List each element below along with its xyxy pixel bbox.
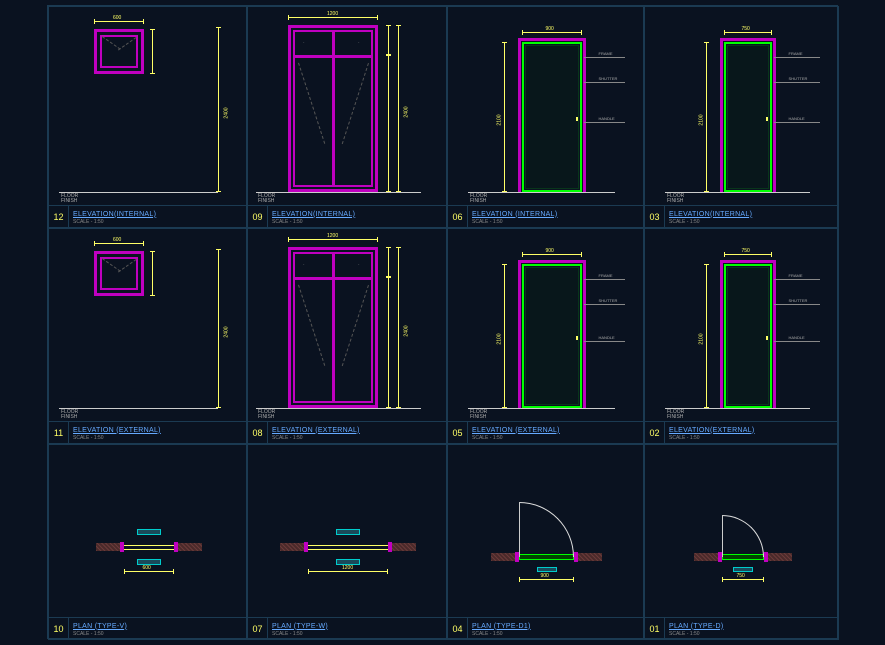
cell-number: 07 [248, 618, 268, 639]
cell-canvas: FLOORFINISH2400600 [49, 7, 246, 205]
cell-number-text: 11 [54, 428, 63, 438]
cell-number: 04 [448, 618, 468, 639]
cell-title: ELEVATION(INTERNAL) [73, 211, 242, 218]
cell-scale: SCALE - 1:50 [669, 631, 834, 637]
door-swing [519, 502, 574, 557]
cell-number: 08 [248, 422, 268, 443]
cell-title: ELEVATION (EXTERNAL) [272, 427, 442, 434]
cell-title: ELEVATION(EXTERNAL) [669, 427, 834, 434]
cell-number: 06 [448, 206, 468, 227]
cell-scale: SCALE - 1:50 [73, 631, 242, 637]
door-handle [576, 336, 578, 340]
cell-number-text: 03 [649, 212, 659, 222]
cell-number: 02 [645, 422, 665, 443]
cell-title: ELEVATION (EXTERNAL) [472, 427, 639, 434]
cell-scale: SCALE - 1:50 [472, 631, 639, 637]
cell-title: PLAN (TYPE-W) [272, 623, 442, 630]
cell-canvas: 750 [645, 445, 838, 617]
cell-canvas: FLOORFINISH2400600 [49, 229, 246, 421]
cell-canvas: 1200 [248, 445, 446, 617]
drawing-cell-01: 01 PLAN (TYPE-D)SCALE - 1:50 750 [644, 444, 839, 640]
cell-scale: SCALE - 1:50 [669, 435, 834, 441]
cell-canvas: FLOORFINISH7502100FRAMESHUTTERHANDLE [645, 229, 838, 421]
cell-number: 01 [645, 618, 665, 639]
cell-title: ELEVATION(INTERNAL) [272, 211, 442, 218]
cell-number-text: 05 [452, 428, 462, 438]
cell-number-text: 04 [452, 624, 462, 634]
cell-canvas: FLOORFINISH7502100FRAMESHUTTERHANDLE [645, 7, 838, 205]
cell-number-text: 12 [53, 212, 63, 222]
drawing-cell-02: 02 ELEVATION(EXTERNAL)SCALE - 1:50 FLOORFI… [644, 228, 839, 444]
cell-canvas: FLOORFINISH9002100FRAMESHUTTERHANDLE [448, 229, 643, 421]
cell-scale: SCALE - 1:50 [272, 219, 442, 225]
drawing-cell-11: 11 ELEVATION (EXTERNAL)SCALE - 1:50 FLOORF… [48, 228, 247, 444]
cell-number-text: 08 [252, 428, 262, 438]
cell-scale: SCALE - 1:50 [272, 435, 442, 441]
cell-number-text: 09 [252, 212, 262, 222]
floor-label: FLOORFINISH [61, 194, 78, 204]
cell-title: PLAN (TYPE-D1) [472, 623, 639, 630]
cell-title: ELEVATION (INTERNAL) [472, 211, 639, 218]
cell-number-text: 06 [452, 212, 462, 222]
drawing-cell-09: 09 ELEVATION(INTERNAL)SCALE - 1:50 FLOORFI… [247, 6, 447, 228]
drawing-cell-06: 06 ELEVATION (INTERNAL)SCALE - 1:50 FLOORF… [447, 6, 644, 228]
drawing-cell-04: 04 PLAN (TYPE-D1)SCALE - 1:50 900 [447, 444, 644, 640]
drawing-cell-08: 08 ELEVATION (EXTERNAL)SCALE - 1:50 FLOORF… [247, 228, 447, 444]
cell-canvas: FLOORFINISH··12002400 [248, 229, 446, 421]
door-handle [576, 117, 578, 121]
cell-number: 03 [645, 206, 665, 227]
cell-scale: SCALE - 1:50 [472, 219, 639, 225]
door-handle [766, 336, 768, 340]
drawing-cell-12: 12 ELEVATION(INTERNAL)SCALE - 1:50 FLOORFI… [48, 6, 247, 228]
cell-title: ELEVATION (EXTERNAL) [73, 427, 242, 434]
cell-scale: SCALE - 1:50 [73, 219, 242, 225]
cell-number: 09 [248, 206, 268, 227]
drawing-cell-07: 07 PLAN (TYPE-W)SCALE - 1:50 1200 [247, 444, 447, 640]
cell-number-text: 02 [649, 428, 659, 438]
cell-number-text: 10 [53, 624, 63, 634]
cell-title: PLAN (TYPE-D) [669, 623, 834, 630]
cell-canvas: FLOORFINISH9002100FRAMESHUTTERHANDLE [448, 7, 643, 205]
cell-canvas: 900 [448, 445, 643, 617]
cell-title: PLAN (TYPE-V) [73, 623, 242, 630]
cell-number: 11 [49, 422, 69, 443]
drawing-sheet: 12ELEVATION(INTERNAL)SCALE - 1:50FLOORFI… [47, 5, 838, 639]
door-handle [766, 117, 768, 121]
cell-scale: SCALE - 1:50 [669, 219, 834, 225]
cell-scale: SCALE - 1:50 [73, 435, 242, 441]
cell-number: 12 [49, 206, 69, 227]
door-swing [722, 515, 764, 557]
floor-label: FLOORFINISH [61, 410, 78, 420]
drawing-cell-03: 03 ELEVATION(INTERNAL)SCALE - 1:50 FLOORFI… [644, 6, 839, 228]
drawing-cell-10: 10 PLAN (TYPE-V)SCALE - 1:50 600 [48, 444, 247, 640]
drawing-cell-05: 05 ELEVATION (EXTERNAL)SCALE - 1:50 FLOORF… [447, 228, 644, 444]
cell-canvas: FLOORFINISH··12002400 [248, 7, 446, 205]
cell-title: ELEVATION(INTERNAL) [669, 211, 834, 218]
cell-number: 05 [448, 422, 468, 443]
cell-number-text: 01 [649, 624, 659, 634]
cell-scale: SCALE - 1:50 [472, 435, 639, 441]
cell-canvas: 600 [49, 445, 246, 617]
cell-number-text: 07 [252, 624, 262, 634]
cell-scale: SCALE - 1:50 [272, 631, 442, 637]
cell-number: 10 [49, 618, 69, 639]
